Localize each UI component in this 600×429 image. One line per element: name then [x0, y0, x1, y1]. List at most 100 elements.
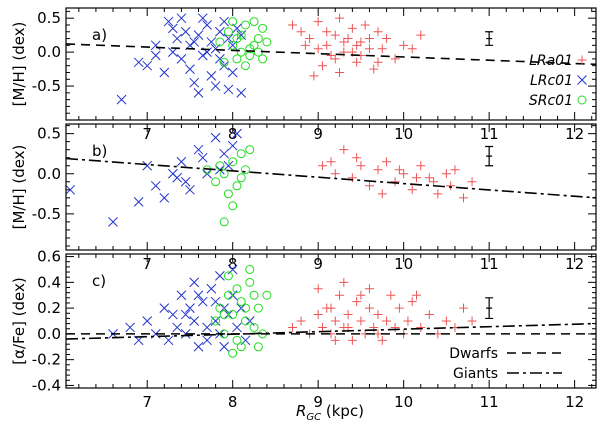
point-lra01 [317, 322, 327, 332]
point-lra01 [352, 153, 362, 163]
point-lra01 [416, 30, 426, 40]
point-lrc01 [159, 192, 170, 203]
point-src01 [262, 37, 272, 47]
point-src01 [236, 47, 246, 57]
point-lra01 [441, 316, 451, 326]
point-lra01 [390, 54, 400, 64]
point-lra01 [352, 40, 362, 50]
legend-marker-src01 [577, 95, 587, 105]
point-lra01 [407, 44, 417, 54]
point-src01 [211, 316, 221, 326]
point-src01 [258, 23, 268, 33]
y-tick-label: 0.2 [37, 299, 61, 317]
point-lrc01 [66, 184, 76, 195]
point-src01 [236, 342, 246, 352]
point-lra01 [330, 335, 340, 345]
point-lrc01 [185, 64, 195, 74]
point-src01 [236, 173, 246, 183]
point-lra01 [352, 57, 362, 67]
point-src01 [232, 284, 242, 294]
x-tick-label: 7 [142, 255, 152, 273]
point-lrc01 [116, 94, 127, 105]
point-lrc01 [185, 303, 195, 313]
point-src01 [245, 264, 255, 274]
point-src01 [215, 37, 225, 47]
point-lra01 [347, 23, 357, 33]
point-lra01 [373, 165, 383, 175]
fit-line-giants [66, 157, 596, 199]
y-tick-label: 0.4 [37, 273, 61, 291]
point-lrc01 [202, 335, 212, 346]
point-lrc01 [189, 277, 200, 288]
point-lrc01 [189, 37, 200, 47]
point-lra01 [309, 71, 319, 81]
point-lra01 [347, 335, 357, 345]
point-src01 [211, 177, 221, 187]
point-src01 [228, 157, 238, 167]
point-lra01 [326, 157, 336, 167]
panel-data [66, 13, 596, 105]
x-tick-label: 12 [565, 255, 584, 273]
point-src01 [236, 297, 246, 307]
fit-line-dwarfs [66, 43, 596, 66]
point-lrc01 [219, 341, 229, 352]
point-src01 [228, 201, 238, 211]
panel-frame [65, 123, 597, 251]
point-lra01 [377, 44, 387, 54]
x-tick-label: 12 [565, 393, 584, 411]
point-lrc01 [206, 37, 217, 47]
point-src01 [249, 322, 259, 332]
point-src01 [232, 54, 242, 64]
point-src01 [223, 271, 233, 281]
y-axis-title: [M/H] (dex) [10, 145, 28, 230]
point-lrc01 [133, 196, 144, 207]
point-lra01 [364, 34, 374, 44]
x-tick-label: 7 [142, 393, 152, 411]
error-bar [485, 145, 494, 167]
point-lrc01 [189, 316, 200, 326]
point-src01 [223, 189, 233, 199]
point-lrc01 [193, 87, 204, 98]
x-tick-label: 10 [394, 125, 413, 143]
point-lrc01 [215, 26, 225, 37]
point-lra01 [317, 61, 327, 71]
y-tick-label: -0.2 [32, 351, 61, 369]
point-lrc01 [202, 20, 212, 30]
x-tick-label: 11 [480, 393, 499, 411]
point-src01 [262, 290, 272, 300]
point-lrc01 [240, 335, 251, 346]
line-key-label-dwarfs: Dwarfs [449, 346, 498, 362]
point-lrc01 [150, 180, 161, 191]
point-lra01 [373, 310, 383, 320]
error-bar [485, 297, 494, 320]
x-axis-title-group: RGC (kpc) [296, 402, 364, 423]
point-lrc01 [223, 160, 234, 171]
point-lra01 [364, 181, 374, 191]
point-lrc01 [176, 290, 187, 301]
point-lra01 [330, 169, 340, 179]
y-tick-label: -0.4 [32, 376, 61, 394]
point-lra01 [335, 290, 345, 300]
point-lra01 [411, 173, 421, 183]
point-src01 [241, 20, 251, 30]
point-lra01 [424, 173, 434, 183]
point-src01 [223, 290, 233, 300]
point-src01 [241, 61, 251, 71]
point-lra01 [356, 290, 366, 300]
point-lra01 [335, 67, 345, 77]
error-bar [485, 31, 494, 46]
point-lrc01 [133, 57, 144, 68]
point-lrc01 [142, 60, 153, 71]
point-lrc01 [180, 309, 191, 320]
y-tick-label: 0.5 [37, 125, 61, 143]
point-src01 [249, 17, 259, 27]
point-lra01 [403, 316, 413, 326]
point-lrc01 [125, 322, 135, 333]
point-lra01 [407, 297, 417, 307]
point-src01 [258, 54, 268, 64]
y-tick-label: 0.5 [37, 9, 61, 27]
legend-marker-lrc01 [577, 75, 587, 85]
x-axis-title-symbol: R [296, 402, 306, 420]
x-tick-label: 8 [228, 255, 238, 273]
point-lra01 [288, 20, 298, 30]
